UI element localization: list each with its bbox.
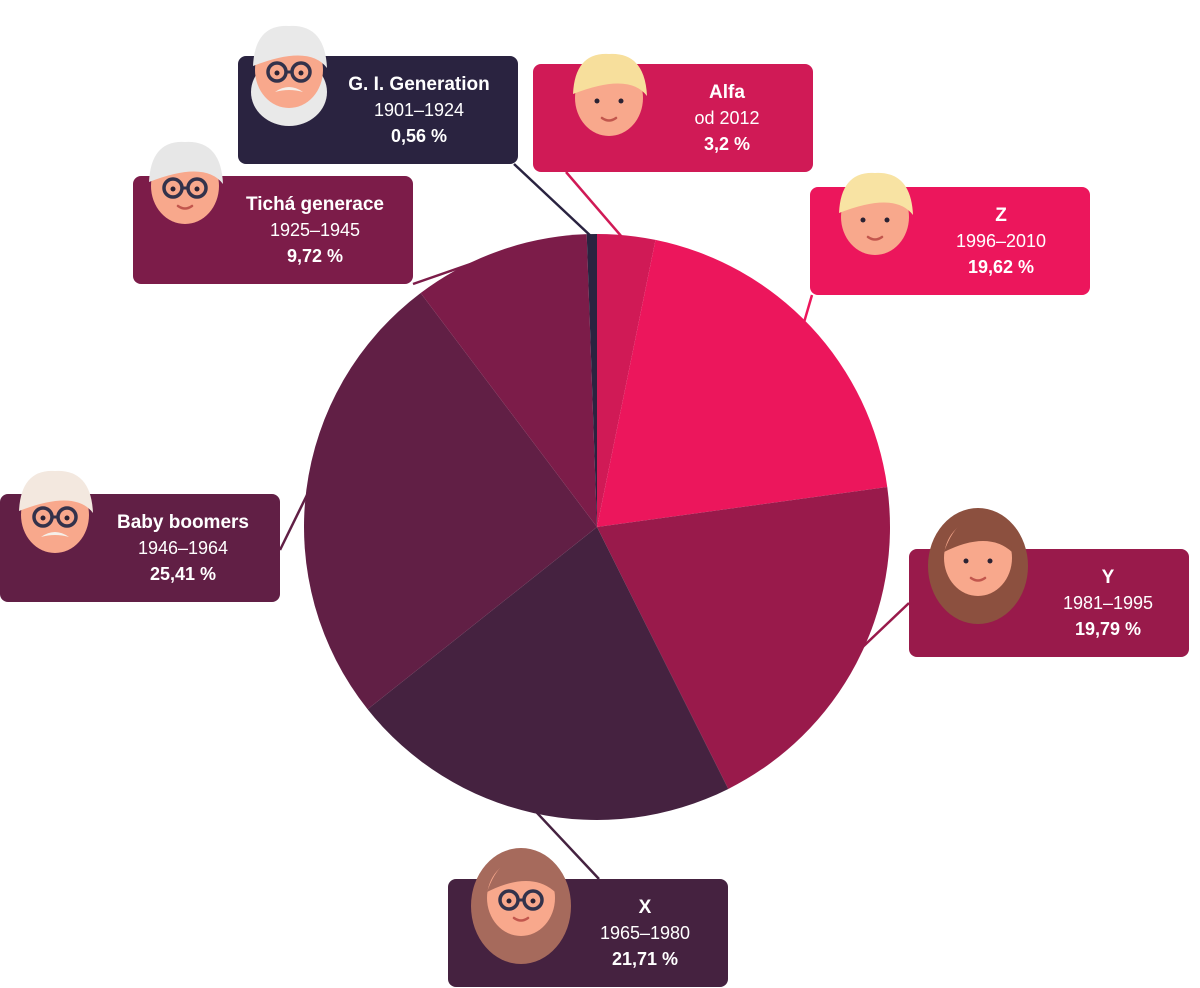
callout-value: 0,56 % [391,126,447,146]
callout-value: 9,72 % [287,246,343,266]
callout-z: Z 1996–2010 19,62 % [810,172,1090,295]
callout-value: 21,71 % [612,949,678,969]
callout-name: Z [995,205,1007,226]
callout-alfa: Alfa od 2012 3,2 % [533,53,813,172]
callout-years: 1996–2010 [956,231,1046,251]
callout-x: X 1965–1980 21,71 % [448,848,728,987]
connector-g-i-generation [513,163,593,238]
callout-ticha-generace: Tichá generace 1925–1945 9,72 % [133,141,413,284]
callout-baby-boomers: Baby boomers 1946–1964 25,41 % [0,470,280,602]
callout-years: 1981–1995 [1063,593,1153,613]
callout-name: Baby boomers [117,512,249,533]
callout-name: Tichá generace [246,194,384,215]
callout-years: 1946–1964 [138,538,228,558]
callout-g-i-generation: G. I. Generation 1901–1924 0,56 % [238,25,518,164]
callout-years: 1965–1980 [600,923,690,943]
old-man-beard-icon [251,25,327,126]
callout-value: 25,41 % [150,564,216,584]
pie-slice-alfa [597,234,656,527]
callout-y: Y 1981–1995 19,79 % [909,508,1189,657]
pie-slice-z [597,239,888,527]
callout-years: od 2012 [694,108,759,128]
connector-baby-boomers [278,489,311,551]
grandma-glasses-icon [149,141,223,224]
callout-years: 1901–1924 [374,100,464,120]
callout-labels: Alfa od 2012 3,2 % Z 1996–2010 19,62 % Y 1981–1… [0,25,1189,987]
pie-slice-y [597,486,890,789]
pie-slice-ticha-generace [420,234,597,527]
pie-slice-baby-boomers [303,293,597,710]
callout-value: 19,62 % [968,257,1034,277]
woman-longhair-icon [928,508,1028,624]
callout-value: 3,2 % [704,134,750,154]
man-glasses-mustache-icon [19,470,93,553]
boy-curly-icon [839,172,913,255]
connector-alfa [565,171,627,243]
callout-name: X [639,897,652,918]
boy-blond-icon [573,53,647,136]
callout-name: Alfa [709,82,745,103]
woman-glasses-icon [471,848,571,964]
pie-slices [303,234,890,820]
callout-name: G. I. Generation [348,74,489,95]
callout-value: 19,79 % [1075,619,1141,639]
callout-years: 1925–1945 [270,220,360,240]
pie-slice-g-i-generation [586,234,597,527]
connector-x [533,809,600,880]
callout-name: Y [1102,567,1115,588]
pie-slice-x [367,527,729,820]
